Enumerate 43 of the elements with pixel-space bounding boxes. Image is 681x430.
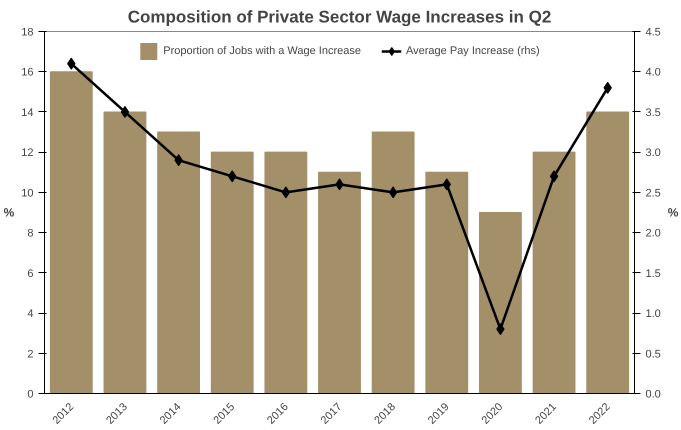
point (282, 186, 290, 198)
point (335, 178, 344, 190)
point (550, 170, 558, 182)
bar (478, 212, 522, 394)
y-tick-label: 12 (21, 147, 34, 160)
y2-tick-label: 1.5 (646, 268, 661, 280)
bar (104, 111, 146, 394)
bar (586, 111, 630, 394)
y-tick-label: 16 (21, 66, 34, 79)
bar (210, 152, 254, 394)
chart-title: Composition of Private Sector Wage Increases in Q2 (128, 8, 552, 26)
bar (157, 132, 200, 394)
y-tick-label: 18 (21, 26, 34, 38)
y-tick-label: 2 (27, 348, 34, 360)
y-tick-label: 8 (27, 228, 34, 240)
bar (532, 152, 576, 394)
bar (425, 172, 468, 394)
y-tick-label: 6 (27, 268, 34, 280)
y-tick-label: 4 (27, 308, 34, 320)
y2-tick-label: 0.0 (646, 388, 661, 400)
y-tick-label: 0 (27, 388, 34, 400)
y2-tick-label: 4.0 (646, 66, 661, 79)
y-tick-label: 14 (21, 106, 34, 119)
point (174, 154, 183, 166)
y2-tick-label: 2.0 (646, 228, 661, 240)
y2-tick-label: 3.0 (646, 147, 661, 160)
y-tick-label: 10 (21, 187, 34, 200)
y2-tick-label: 0.5 (646, 348, 661, 360)
bar (372, 132, 415, 394)
y2-tick-label: 1.0 (646, 308, 661, 320)
bar (264, 152, 308, 394)
point (496, 323, 505, 336)
legend-label: Average Pay Increase (rhs) (406, 45, 540, 57)
point (388, 186, 398, 198)
bar (318, 172, 361, 394)
legend-label: Proportion of Jobs with a Wage Increase (163, 45, 361, 57)
y2-axis-title: % (668, 206, 679, 220)
y2-tick-label: 3.5 (646, 106, 661, 119)
y2-tick-label: 4.5 (646, 26, 661, 38)
y2-tick-label: 2.5 (646, 187, 661, 200)
point (120, 106, 130, 118)
bar (50, 71, 93, 394)
y-axis-title: % (4, 206, 15, 220)
